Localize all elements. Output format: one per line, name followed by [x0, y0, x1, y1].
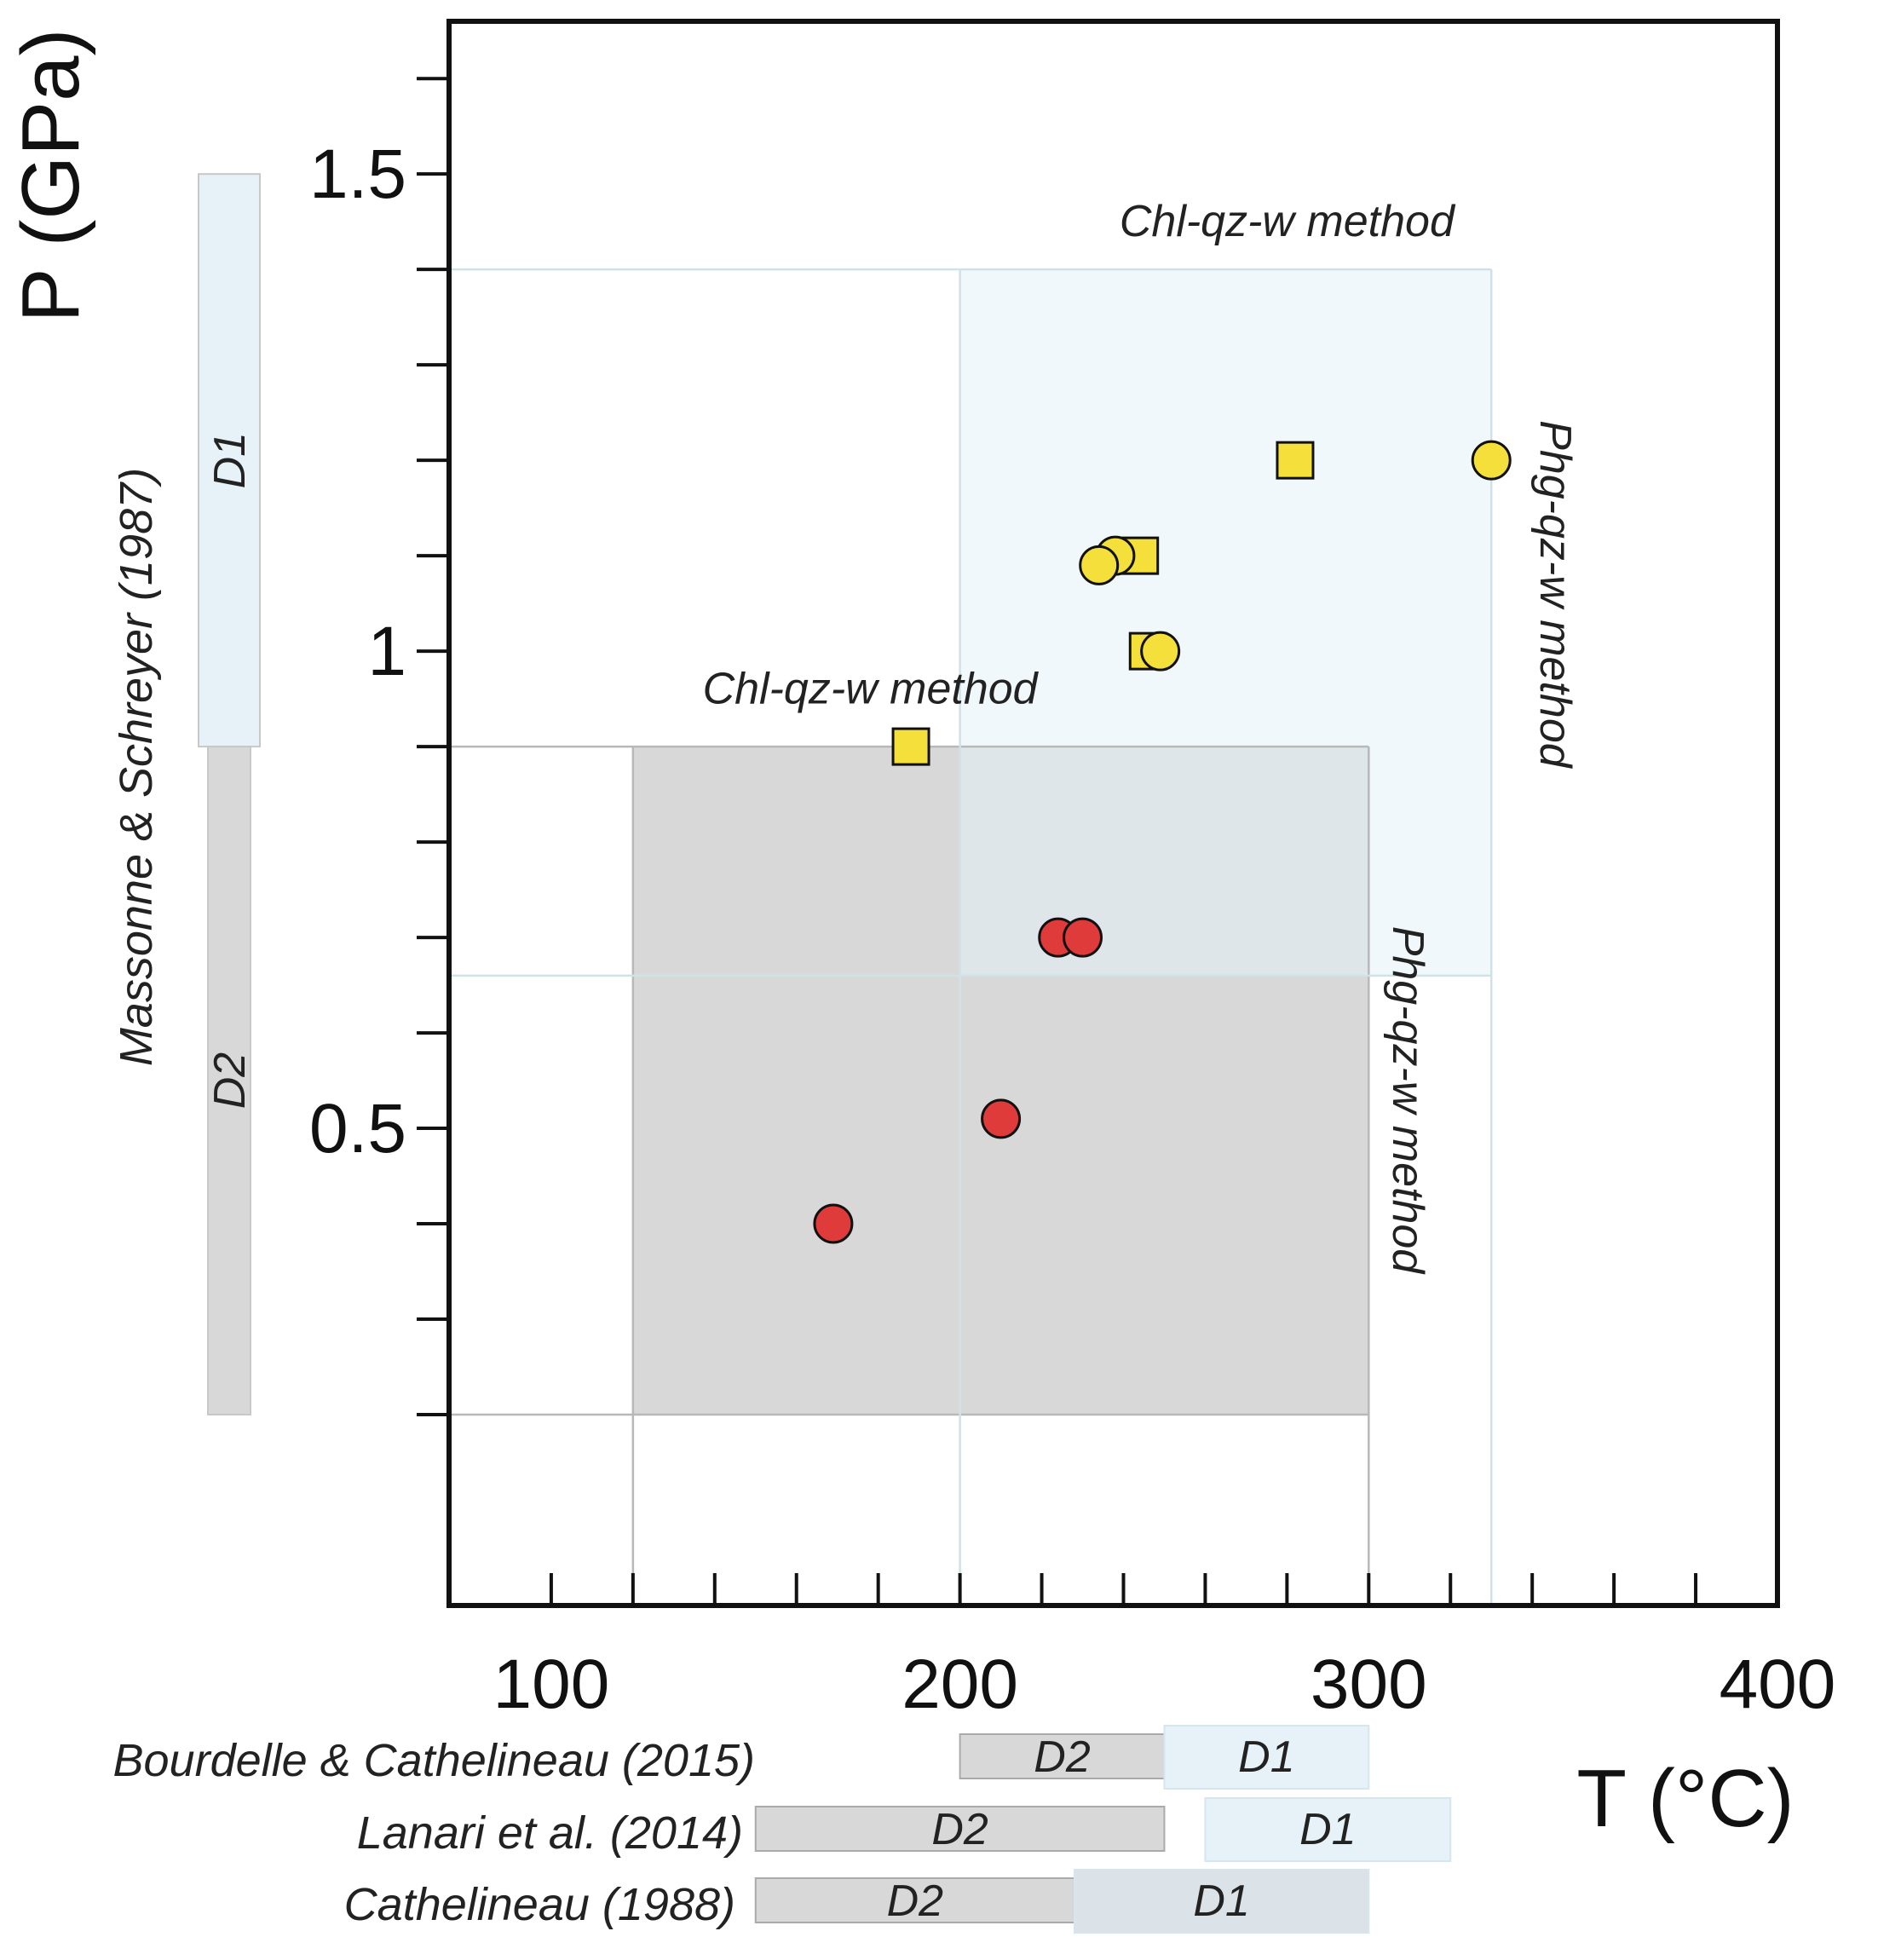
method-label: Phg-qz-w method — [1530, 420, 1580, 770]
temperature-bar-d2 — [754, 1806, 1166, 1852]
temperature-source-label: Lanari et al. (2014) — [357, 1807, 743, 1859]
square-point — [1276, 441, 1315, 480]
y-tick-label: 1 — [367, 613, 406, 690]
label-layer: Chl-qz-w method Chl-qz-w method Phg-qz-w m… — [703, 197, 1580, 1275]
temperature-bar-label: D2 — [887, 1876, 944, 1926]
pressure-bar-d1 — [198, 173, 261, 748]
x-tick-label: 200 — [902, 1646, 1018, 1723]
temperature-source-label: Bourdelle & Cathelineau (2015) — [113, 1735, 756, 1786]
temperature-bar-label: D1 — [1193, 1876, 1249, 1926]
y-tick-label: 1.5 — [309, 135, 406, 213]
pressure-bars: D1 D2 Massonne & Schreyer (1987) — [111, 173, 261, 1416]
x-tick-label: 100 — [493, 1646, 610, 1723]
plot-frame — [446, 19, 1780, 1608]
circle-point — [1079, 545, 1120, 585]
circle-point — [1063, 917, 1103, 958]
guide-layer — [449, 268, 1493, 1605]
region-d1 — [959, 269, 1492, 976]
x-axis-title: T (°C) — [1576, 1753, 1794, 1844]
method-label: Chl-qz-w method — [1120, 197, 1456, 246]
method-label: Phg-qz-w method — [1383, 926, 1432, 1276]
y-axis-title: P (GPa) — [5, 29, 96, 323]
circle-point — [813, 1203, 854, 1244]
temperature-bar-label: D2 — [931, 1805, 988, 1854]
square-point — [891, 727, 930, 766]
pressure-source-label: Massonne & Schreyer (1987) — [111, 468, 162, 1066]
temperature-source-label: Cathelineau (1988) — [344, 1879, 735, 1930]
circle-point — [981, 1098, 1022, 1139]
temperature-bar-d1 — [1073, 1869, 1370, 1934]
pressure-bar-label: D1 — [205, 432, 255, 488]
method-label: Chl-qz-w method — [703, 665, 1040, 714]
x-tick-label: 300 — [1311, 1646, 1427, 1723]
y-tick-label: 0.5 — [309, 1090, 406, 1167]
temperature-bar-d1 — [1204, 1797, 1452, 1862]
temperature-bar-label: D1 — [1238, 1732, 1294, 1782]
temperature-bar-d1 — [1163, 1725, 1370, 1790]
tick-layer: 100 200 300 400 0.5 1 1.5 — [309, 77, 1836, 1723]
temperature-bar-label: D2 — [1034, 1732, 1091, 1782]
pressure-bar-label: D2 — [205, 1052, 255, 1110]
circle-point — [1471, 440, 1512, 481]
region-layer — [632, 269, 1492, 1415]
x-tick-label: 400 — [1720, 1646, 1836, 1723]
pressure-bar-d2 — [207, 746, 251, 1416]
temperature-bar-d2 — [959, 1733, 1166, 1779]
temperature-bar-label: D1 — [1299, 1805, 1356, 1854]
circle-point — [1140, 631, 1181, 672]
point-layer — [813, 440, 1512, 1244]
temperature-bars: Bourdelle & Cathelineau (2015) D2 D1 Lanari… — [113, 1725, 1452, 1934]
